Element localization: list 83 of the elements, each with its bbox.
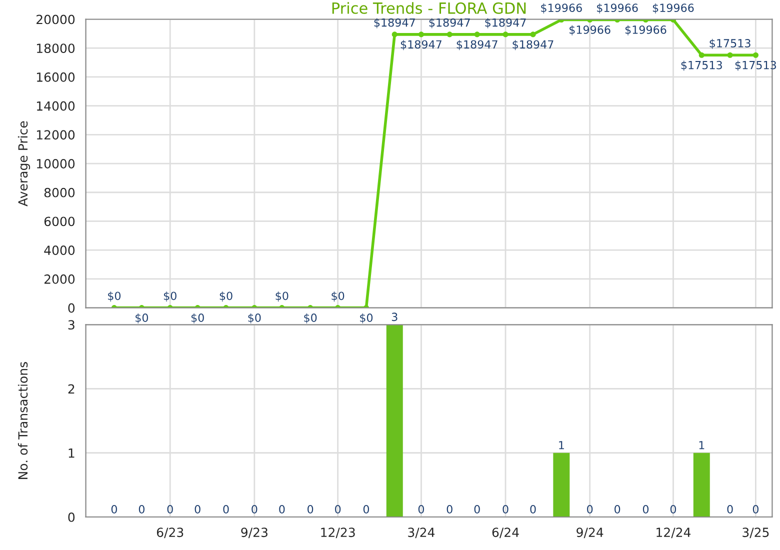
point — [502, 32, 508, 38]
data-label: $18947 — [456, 40, 498, 50]
data-label: $0 — [332, 291, 344, 302]
point — [392, 32, 398, 38]
data-label: 0 — [138, 505, 144, 514]
y-axis-title: No. of Transactions — [18, 362, 28, 479]
data-label: 0 — [587, 505, 593, 514]
data-label: 0 — [670, 505, 676, 514]
data-label: $17513 — [681, 60, 722, 71]
data-label: 0 — [614, 505, 620, 514]
data-label: 0 — [252, 505, 258, 514]
data-label: $17513 — [735, 60, 776, 71]
data-label: 0 — [308, 505, 314, 514]
data-label: $0 — [276, 291, 288, 302]
data-label: 0 — [727, 505, 733, 514]
data-label: $18947 — [400, 40, 442, 50]
y-axis-title: Average Price — [18, 121, 30, 206]
x-tick-label: 12/23 — [321, 528, 355, 538]
y-tick-label: 2000 — [44, 274, 75, 284]
x-tick-label: 6/23 — [156, 528, 184, 538]
point — [446, 32, 452, 38]
data-label: 1 — [699, 441, 704, 450]
x-tick-label: 9/23 — [241, 528, 268, 538]
data-label: 0 — [363, 505, 370, 514]
y-tick-label: 8000 — [44, 188, 75, 198]
data-label: 0 — [418, 505, 424, 514]
data-label: $0 — [164, 291, 176, 302]
data-label: 0 — [446, 505, 452, 514]
y-tick-label: 3 — [68, 320, 74, 330]
data-label: $0 — [191, 313, 204, 324]
x-tick-label: 6/24 — [492, 528, 519, 538]
data-label: $17513 — [710, 38, 750, 49]
data-label: 0 — [752, 505, 758, 514]
data-label: 0 — [530, 505, 536, 514]
data-label: $0 — [108, 291, 121, 302]
data-label: 0 — [223, 505, 229, 514]
data-label: $18947 — [429, 18, 470, 28]
y-tick-label: 12000 — [36, 130, 75, 140]
data-label: $0 — [136, 313, 148, 324]
y-tick-label: 10000 — [36, 158, 75, 168]
x-tick-label: 9/24 — [576, 528, 604, 538]
chart-title: Price Trends - FLORA GDN — [332, 2, 526, 14]
y-tick-label: 18000 — [36, 44, 75, 54]
x-tick-label: 12/24 — [656, 528, 691, 538]
point — [727, 52, 733, 58]
data-label: 0 — [111, 505, 118, 514]
point — [698, 52, 704, 58]
data-label: $18947 — [485, 18, 526, 28]
data-label: $19966 — [652, 3, 694, 14]
data-label: $19966 — [625, 25, 666, 36]
y-tick-label: 14000 — [36, 101, 75, 111]
data-label: 0 — [335, 505, 341, 514]
data-label: $0 — [220, 291, 232, 302]
data-label: 0 — [642, 505, 649, 514]
data-label: 0 — [279, 505, 285, 514]
data-label: $19966 — [570, 25, 610, 36]
data-label: $18947 — [374, 18, 415, 28]
data-label: 0 — [167, 505, 173, 514]
data-label: $19966 — [597, 3, 638, 14]
point — [530, 32, 536, 38]
data-label: 3 — [392, 312, 398, 322]
data-label: $0 — [360, 313, 373, 324]
x-tick-label: 3/24 — [408, 528, 435, 538]
data-label: $0 — [248, 313, 261, 324]
data-label: 0 — [502, 505, 508, 514]
y-tick-label: 2 — [68, 384, 74, 394]
x-tick-label: 3/25 — [742, 528, 769, 538]
y-tick-label: 0 — [68, 512, 75, 522]
y-tick-label: 4000 — [44, 246, 75, 256]
data-label: $18947 — [512, 40, 554, 50]
y-tick-label: 20000 — [36, 14, 75, 24]
point — [474, 32, 480, 38]
data-label: $19966 — [541, 3, 582, 14]
data-label: 0 — [474, 505, 480, 514]
point — [752, 52, 758, 58]
y-tick-label: 6000 — [44, 216, 75, 226]
data-label: 1 — [559, 441, 564, 450]
y-tick-label: 0 — [68, 303, 75, 313]
point — [418, 32, 424, 38]
y-tick-label: 1 — [68, 448, 74, 458]
y-tick-label: 16000 — [36, 72, 75, 82]
data-label: 0 — [194, 505, 200, 514]
data-label: $0 — [304, 313, 317, 324]
